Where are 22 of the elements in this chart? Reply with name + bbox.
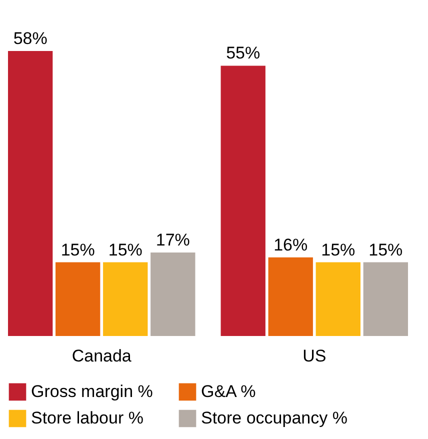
data-label: 15% bbox=[368, 240, 403, 260]
data-label: 16% bbox=[274, 235, 308, 254]
bar bbox=[150, 252, 196, 336]
legend-label: Gross margin % bbox=[31, 382, 153, 401]
data-label: 15% bbox=[321, 240, 356, 260]
data-label: 55% bbox=[226, 44, 260, 63]
data-label: 15% bbox=[60, 240, 95, 260]
bar bbox=[220, 66, 266, 336]
bar bbox=[56, 262, 100, 336]
data-label: 17% bbox=[156, 230, 190, 250]
x-tick-label: US bbox=[302, 346, 326, 366]
x-tick-label: Canada bbox=[72, 346, 132, 366]
bar bbox=[103, 262, 148, 336]
legend-label: Store labour % bbox=[31, 408, 144, 428]
legend-label: Store occupancy % bbox=[201, 408, 348, 428]
bar bbox=[363, 262, 408, 336]
bar bbox=[316, 262, 360, 336]
legend-label: G&A % bbox=[201, 382, 256, 401]
bar bbox=[268, 257, 313, 336]
data-label: 58% bbox=[13, 29, 48, 48]
data-label: 15% bbox=[108, 240, 142, 260]
bar bbox=[8, 51, 53, 336]
